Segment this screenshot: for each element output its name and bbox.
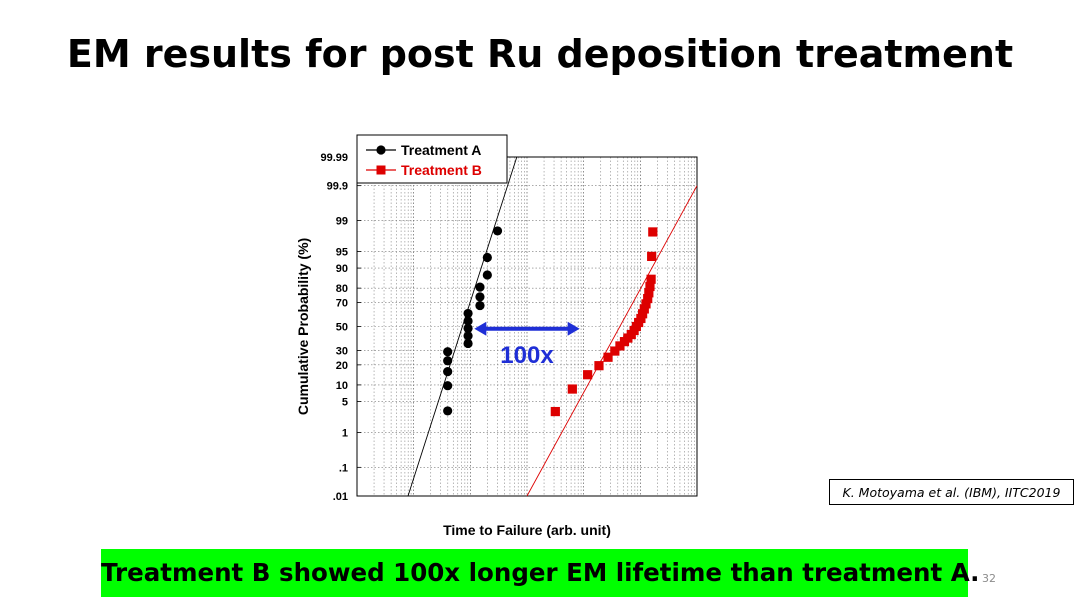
point-treatment-a <box>482 252 492 263</box>
point-treatment-a <box>443 406 453 416</box>
point-treatment-b <box>550 406 560 417</box>
y-tick-label: 5 <box>342 396 348 408</box>
point-treatment-a <box>463 308 473 319</box>
y-tick-label: 10 <box>336 380 348 392</box>
fit-line <box>526 185 697 496</box>
y-tick-label: 70 <box>336 298 348 310</box>
arrow-head-left <box>474 321 487 336</box>
y-tick-label: 90 <box>336 263 348 275</box>
point-treatment-b <box>644 288 654 298</box>
fit-line <box>407 157 518 496</box>
arrow-head-right <box>567 321 580 336</box>
y-tick-label: 20 <box>336 360 348 372</box>
legend-marker <box>376 145 386 155</box>
point-treatment-b <box>610 346 620 356</box>
x-axis-label: Time to Failure (arb. unit) <box>443 522 611 538</box>
point-treatment-a <box>463 316 473 326</box>
point-treatment-a <box>443 381 453 391</box>
point-treatment-a <box>463 338 473 349</box>
legend-label: Treatment A <box>401 142 481 158</box>
slide-title: EM results for post Ru deposition treatm… <box>66 32 1014 76</box>
point-treatment-a <box>443 347 453 357</box>
point-treatment-a <box>475 292 485 302</box>
y-tick-labels: .01 .1 1 5 10 20 30 50 70 80 90 95 99 99.9 99.99 <box>320 152 361 503</box>
annotation-group: 100x <box>474 321 580 369</box>
point-treatment-a <box>482 270 492 280</box>
point-treatment-b <box>645 281 655 292</box>
y-tick-label: 1 <box>342 428 348 440</box>
legend-box <box>356 134 508 184</box>
point-treatment-a <box>463 331 473 341</box>
data-points <box>443 226 658 417</box>
conclusion-banner: Treatment B showed 100x longer EM lifeti… <box>101 549 979 597</box>
legend: Treatment A Treatment B <box>356 134 508 184</box>
y-tick-label: 99 <box>336 215 348 227</box>
y-tick-label: .1 <box>339 462 348 474</box>
y-tick-label: 95 <box>336 247 348 259</box>
y-tick-label: 30 <box>336 345 348 357</box>
y-tick-label: 50 <box>336 322 348 334</box>
point-treatment-a <box>475 282 485 292</box>
point-treatment-b <box>646 274 656 284</box>
plot-grid <box>357 156 697 497</box>
point-treatment-a <box>443 356 453 366</box>
citation-box: K. Motoyama et al. (IBM), IITC2019 <box>829 479 1074 505</box>
y-tick-label: .01 <box>333 491 348 503</box>
y-tick-label: 99.99 <box>320 152 348 164</box>
page-number: 32 <box>982 572 996 585</box>
point-treatment-b <box>641 299 651 309</box>
legend-marker <box>376 165 386 175</box>
point-treatment-b <box>647 251 657 261</box>
annotation-100x: 100x <box>500 342 554 369</box>
point-treatment-b <box>638 309 648 319</box>
fit-lines <box>407 157 697 496</box>
point-treatment-b <box>567 384 577 394</box>
point-treatment-b <box>648 227 658 237</box>
legend-label: Treatment B <box>401 162 482 178</box>
point-treatment-a <box>475 300 485 311</box>
point-treatment-a <box>443 367 453 377</box>
y-axis-label: Cumulative Probability (%) <box>295 238 311 415</box>
y-tick-label: 80 <box>336 283 348 295</box>
point-treatment-b <box>594 361 604 371</box>
point-treatment-a <box>463 323 473 333</box>
point-treatment-a <box>492 226 503 236</box>
point-treatment-b <box>636 313 646 324</box>
point-treatment-b <box>583 370 593 380</box>
point-treatment-b <box>639 304 649 314</box>
y-tick-label: 99.9 <box>327 181 348 193</box>
point-treatment-b <box>643 293 653 304</box>
point-treatment-b <box>603 352 613 362</box>
